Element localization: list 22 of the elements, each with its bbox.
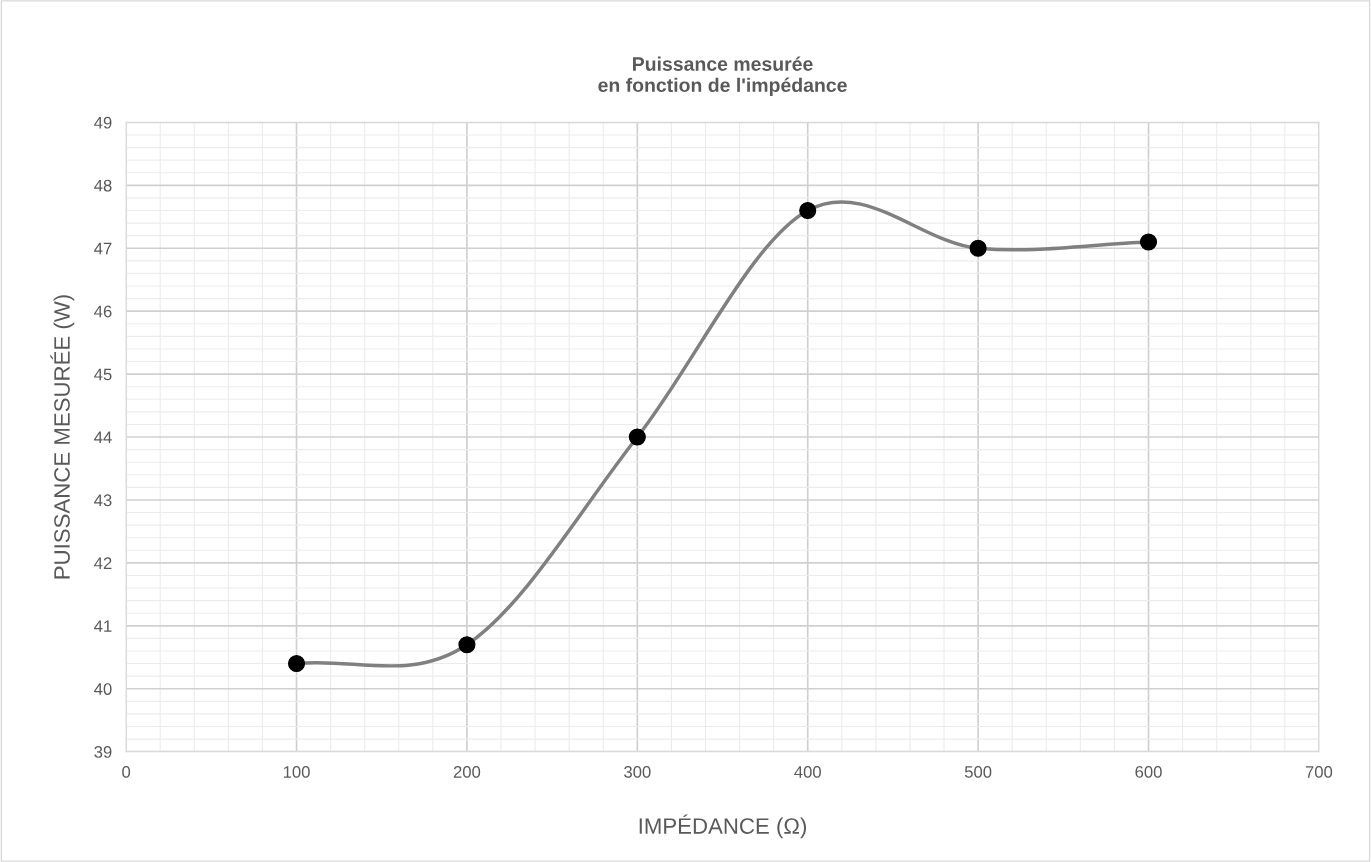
- x-axis-title: IMPÉDANCE (Ω): [639, 814, 806, 839]
- y-tick-label: 49: [94, 116, 112, 129]
- x-tick-label: 300: [624, 765, 651, 778]
- y-tick-label: 44: [94, 431, 112, 444]
- x-tick-label: 0: [122, 765, 131, 778]
- x-tick-label: 400: [794, 765, 821, 778]
- x-tick-label: 600: [1135, 765, 1162, 778]
- x-tick-label: 100: [283, 765, 310, 778]
- x-tick-label: 500: [964, 765, 992, 778]
- y-axis-title: PUISSANCE MESURÉE (W): [50, 295, 75, 579]
- x-tick-label: 700: [1305, 765, 1333, 778]
- y-tick-label: 39: [94, 746, 112, 758]
- y-tick-label: 42: [94, 557, 112, 569]
- chart-title: Puissance mesurée en fonction de l'impédance: [598, 56, 847, 96]
- y-tick-label: 41: [94, 620, 112, 632]
- y-tick-label: 46: [94, 305, 112, 318]
- y-tick-label: 47: [94, 242, 112, 255]
- y-tick-label: 43: [94, 494, 112, 507]
- y-tick-label: 48: [94, 179, 112, 192]
- y-tick-label: 40: [94, 683, 112, 695]
- y-tick-label: 45: [94, 368, 112, 381]
- x-tick-label: 200: [453, 765, 481, 778]
